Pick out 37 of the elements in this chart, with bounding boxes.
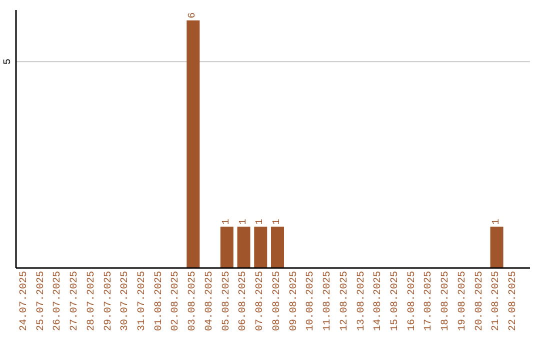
x-tick-label: 06.08.2025: [238, 271, 250, 332]
x-tick-label: 21.08.2025: [491, 271, 502, 332]
x-tick-label: 19.08.2025: [457, 271, 468, 332]
x-tick-label: 07.08.2025: [255, 271, 266, 332]
x-tick-label: 05.08.2025: [221, 271, 232, 332]
x-tick-label: 25.07.2025: [36, 271, 47, 332]
data-label: 1: [491, 218, 502, 225]
data-label: 1: [272, 218, 283, 225]
x-tick-label: 20.08.2025: [474, 271, 486, 332]
x-tick-label: 24.07.2025: [18, 271, 30, 332]
x-tick-label: 08.08.2025: [272, 271, 283, 332]
x-tick-label: 14.08.2025: [373, 271, 384, 332]
x-tick-label: 26.07.2025: [52, 271, 64, 332]
x-tick-label: 22.08.2025: [508, 271, 520, 332]
x-tick-label: 29.07.2025: [103, 271, 114, 332]
x-tick-label: 12.08.2025: [339, 271, 350, 332]
x-tick-label: 13.08.2025: [356, 271, 368, 332]
data-label: 6: [188, 12, 199, 18]
x-tick-label: 17.08.2025: [424, 271, 435, 332]
data-label: 1: [221, 218, 232, 225]
x-tick-label: 11.08.2025: [322, 271, 334, 332]
x-tick-label: 16.08.2025: [406, 271, 418, 332]
data-label: 1: [255, 218, 266, 225]
x-tick-label: 27.07.2025: [70, 271, 81, 332]
x-tick-label: 04.08.2025: [204, 271, 216, 332]
x-tick-label: 15.08.2025: [390, 271, 401, 332]
x-tick-label: 10.08.2025: [306, 271, 317, 332]
x-tick-label: 01.08.2025: [154, 271, 165, 332]
x-tick-label: 18.08.2025: [440, 271, 452, 332]
x-tick-label: 30.07.2025: [120, 271, 132, 332]
x-tick-label: 09.08.2025: [288, 271, 300, 332]
data-label: 1: [238, 218, 250, 225]
x-tick-label: 03.08.2025: [188, 271, 199, 332]
x-tick-label: 31.07.2025: [137, 271, 148, 332]
x-tick-label: 02.08.2025: [170, 271, 182, 332]
y-tick-label: 5: [3, 58, 14, 65]
x-tick-label: 28.07.2025: [86, 271, 98, 332]
